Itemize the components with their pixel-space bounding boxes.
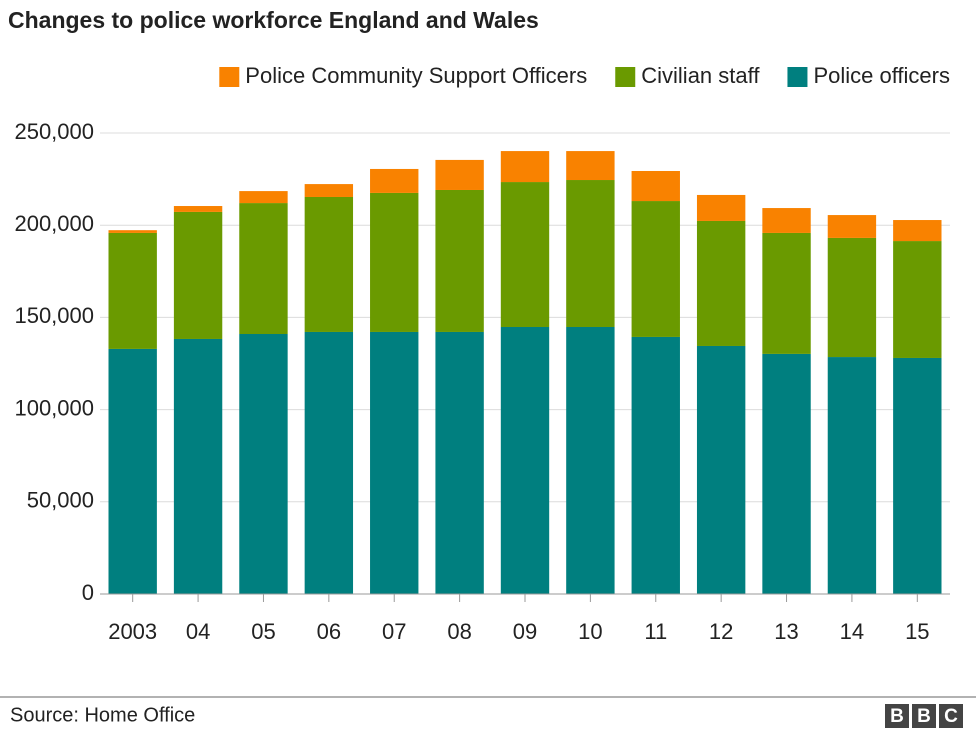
bar-segment xyxy=(631,170,680,202)
bar-segment xyxy=(173,211,223,339)
legend-label: Civilian staff xyxy=(641,63,760,88)
logo-letter: C xyxy=(944,706,958,727)
logo-letter: B xyxy=(917,706,931,727)
x-tick-label: 2003 xyxy=(108,619,157,644)
y-tick-label: 100,000 xyxy=(14,395,94,420)
x-tick-label: 04 xyxy=(186,619,210,644)
legend-label: Police Community Support Officers xyxy=(245,63,587,88)
bar-segment xyxy=(435,189,484,332)
bar-segment xyxy=(435,331,484,594)
chart-title: Changes to police workforce England and … xyxy=(8,7,539,33)
bar-segment xyxy=(370,192,419,332)
x-tick-label: 13 xyxy=(774,619,798,644)
bar-segment xyxy=(827,357,877,594)
bar-segment xyxy=(108,348,157,594)
x-tick-label: 10 xyxy=(578,619,602,644)
bar-segment xyxy=(762,208,811,233)
bar-segment xyxy=(566,326,615,594)
bar-segment xyxy=(696,345,746,594)
legend-swatch xyxy=(787,67,808,87)
x-tick-label: 12 xyxy=(709,619,733,644)
bar-segment xyxy=(762,232,811,354)
logo-box xyxy=(939,704,963,728)
bar-segment xyxy=(108,232,157,349)
y-tick-label: 50,000 xyxy=(27,488,94,513)
bar-segment xyxy=(304,196,354,332)
x-tick-label: 07 xyxy=(382,619,406,644)
bar-segment xyxy=(893,241,942,358)
bar-segment xyxy=(827,237,877,358)
legend-label: Police officers xyxy=(813,63,950,88)
legend-swatch xyxy=(615,67,636,87)
bar-segment xyxy=(173,206,223,212)
x-tick-label: 14 xyxy=(840,619,864,644)
bar-segment xyxy=(304,184,354,197)
bar-segment xyxy=(893,220,942,242)
bar-segment xyxy=(696,194,746,221)
logo-box xyxy=(912,704,936,728)
y-tick-label: 250,000 xyxy=(14,119,94,144)
bar-segment xyxy=(500,326,550,594)
bar-segment xyxy=(304,331,354,594)
bar-segment xyxy=(762,353,811,594)
logo-box xyxy=(885,704,909,728)
bar-segment xyxy=(239,333,288,594)
bar-segment xyxy=(696,220,746,346)
y-tick-label: 0 xyxy=(82,580,94,605)
x-tick-label: 06 xyxy=(317,619,341,644)
bar-segment xyxy=(239,203,288,334)
bar-segment xyxy=(500,182,550,327)
bar-segment xyxy=(500,151,550,183)
bar-segment xyxy=(370,331,419,594)
bar-segment xyxy=(108,230,157,233)
bar-segment xyxy=(827,215,877,238)
y-tick-label: 150,000 xyxy=(14,303,94,328)
bar-segment xyxy=(173,338,223,594)
bar-segment xyxy=(435,159,484,190)
x-tick-label: 08 xyxy=(447,619,471,644)
bar-segment xyxy=(631,336,680,594)
bar-segment xyxy=(566,180,615,327)
x-tick-label: 09 xyxy=(513,619,537,644)
y-tick-label: 200,000 xyxy=(14,211,94,236)
bar-segment xyxy=(631,201,680,337)
bar-segment xyxy=(239,191,288,204)
x-tick-label: 15 xyxy=(905,619,929,644)
legend-swatch xyxy=(219,67,240,87)
logo-letter: B xyxy=(890,706,904,727)
x-tick-label: 11 xyxy=(644,619,667,644)
bar-segment xyxy=(370,168,419,193)
bar-segment xyxy=(893,357,942,594)
source: Source: Home Office xyxy=(10,704,195,726)
bar-segment xyxy=(566,151,615,181)
x-tick-label: 05 xyxy=(251,619,275,644)
